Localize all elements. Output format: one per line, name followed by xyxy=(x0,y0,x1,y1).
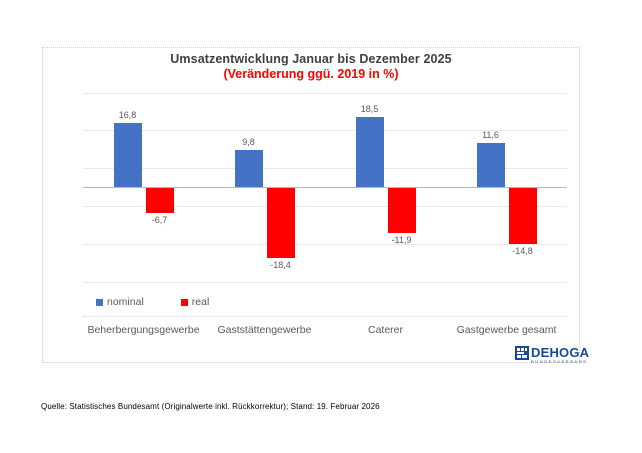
legend-item-nominal: nominal xyxy=(96,296,144,308)
category-label: Gastgewerbe gesamt xyxy=(456,324,557,336)
gridline xyxy=(83,92,567,94)
bar-real-1 xyxy=(266,188,295,258)
gridline xyxy=(83,168,567,170)
bar-value-label: -6,7 xyxy=(151,215,168,226)
legend-label: nominal xyxy=(107,296,144,308)
bar-nominal-3 xyxy=(476,143,505,187)
bar-value-label: 11,6 xyxy=(482,130,499,141)
bar-value-label: 9,8 xyxy=(242,136,255,147)
category-label: Gaststättengewerbe xyxy=(217,324,312,336)
source-text: Quelle: Statistisches Bundesamt (Origina… xyxy=(41,402,380,411)
dehoga-logo-subtext: BUNDESVERBAND xyxy=(531,359,588,364)
legend-label: real xyxy=(191,296,210,308)
bar-value-label: 18,5 xyxy=(360,104,379,115)
bar-nominal-2 xyxy=(355,117,384,187)
bar-nominal-1 xyxy=(234,149,263,187)
legend-swatch-real xyxy=(180,298,188,306)
bar-real-3 xyxy=(508,188,537,244)
chart-title: Umsatzentwicklung Januar bis Dezember 20… xyxy=(170,52,452,66)
legend-swatch-nominal xyxy=(96,298,103,306)
bar-value-label: 16,8 xyxy=(118,110,137,121)
category-label: Caterer xyxy=(367,324,403,336)
dehoga-logo-icon xyxy=(515,346,529,365)
plot-area: 16,8 9,8 18,5 11,6 -6,7 -18,4 -11,9 -14,8 xyxy=(83,91,567,284)
category-label: Beherbergungsgewerbe xyxy=(87,324,200,336)
gridline xyxy=(83,281,567,283)
category-labels: Beherbergungsgewerbe Gaststättengewerbe Ca… xyxy=(83,324,567,336)
dehoga-logo-text: DEHOGA xyxy=(531,345,590,360)
bar-nominal-0 xyxy=(113,123,142,187)
bar-value-label: -14,8 xyxy=(512,245,533,256)
zero-axis-line xyxy=(83,187,567,188)
chart-frame: Umsatzentwicklung Januar bis Dezember 20… xyxy=(42,47,589,364)
bar-value-label: -11,9 xyxy=(391,234,412,245)
bar-value-label: -18,4 xyxy=(270,259,291,270)
category-axis-line xyxy=(83,316,567,317)
bar-real-0 xyxy=(145,188,174,214)
gridline xyxy=(83,205,567,207)
legend-item-real: real xyxy=(180,296,210,308)
gridline xyxy=(83,243,567,245)
bar-real-2 xyxy=(387,188,416,233)
chart-subtitle: (Veränderung ggü. 2019 in %) xyxy=(223,67,399,81)
chart-legend: nominal real xyxy=(96,296,209,308)
dehoga-logo-text-block: DEHOGA BUNDESVERBAND xyxy=(531,346,589,364)
gridline xyxy=(83,130,567,132)
dehoga-logo: DEHOGA BUNDESVERBAND xyxy=(515,346,589,365)
